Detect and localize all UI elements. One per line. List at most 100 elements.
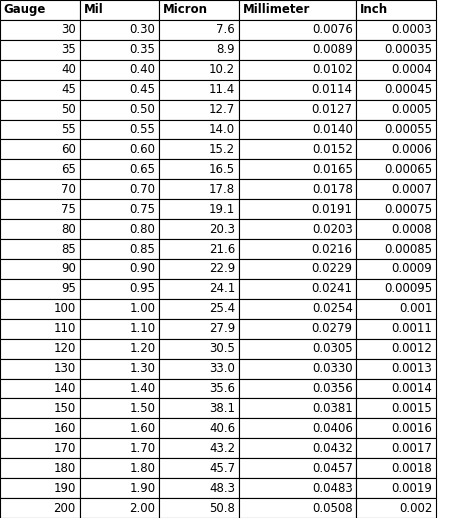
Bar — [159, 458, 239, 478]
Text: 50: 50 — [61, 103, 76, 116]
Text: 11.4: 11.4 — [209, 83, 235, 96]
Bar — [356, 219, 436, 239]
Bar — [356, 379, 436, 398]
Bar — [80, 259, 159, 279]
Bar — [239, 279, 356, 299]
Text: 0.0114: 0.0114 — [312, 83, 353, 96]
Text: 0.60: 0.60 — [129, 143, 155, 156]
Bar — [239, 319, 356, 339]
Text: 140: 140 — [54, 382, 76, 395]
Bar — [159, 478, 239, 498]
Bar — [356, 0, 436, 20]
Bar — [80, 458, 159, 478]
Text: 0.0006: 0.0006 — [392, 143, 432, 156]
Bar — [80, 99, 159, 120]
Bar — [239, 379, 356, 398]
Bar — [356, 239, 436, 259]
Text: 0.0016: 0.0016 — [392, 422, 432, 435]
Bar — [159, 379, 239, 398]
Text: Inch: Inch — [360, 4, 388, 17]
Text: 0.35: 0.35 — [129, 44, 155, 56]
Text: 0.0140: 0.0140 — [312, 123, 353, 136]
Bar — [80, 80, 159, 99]
Text: 1.80: 1.80 — [129, 462, 155, 474]
Bar — [0, 239, 80, 259]
Text: 1.50: 1.50 — [129, 402, 155, 415]
Bar — [0, 199, 80, 219]
Text: 0.0432: 0.0432 — [312, 442, 353, 455]
Bar — [239, 478, 356, 498]
Bar — [0, 358, 80, 379]
Text: 30: 30 — [61, 23, 76, 36]
Text: 20.3: 20.3 — [209, 223, 235, 236]
Text: 0.70: 0.70 — [129, 183, 155, 196]
Text: 0.0008: 0.0008 — [392, 223, 432, 236]
Text: 110: 110 — [54, 322, 76, 335]
Text: 0.0127: 0.0127 — [312, 103, 353, 116]
Text: 40.6: 40.6 — [209, 422, 235, 435]
Text: 25.4: 25.4 — [209, 303, 235, 315]
Bar — [80, 398, 159, 419]
Bar — [239, 438, 356, 458]
Text: 12.7: 12.7 — [209, 103, 235, 116]
Bar — [356, 179, 436, 199]
Text: 0.0014: 0.0014 — [392, 382, 432, 395]
Text: 0.0305: 0.0305 — [312, 342, 353, 355]
Text: 120: 120 — [54, 342, 76, 355]
Text: 190: 190 — [54, 482, 76, 495]
Bar — [356, 160, 436, 179]
Bar — [80, 60, 159, 80]
Text: 0.0102: 0.0102 — [312, 63, 353, 76]
Bar — [239, 339, 356, 358]
Text: 0.0330: 0.0330 — [312, 362, 353, 375]
Bar — [0, 99, 80, 120]
Bar — [0, 339, 80, 358]
Text: 130: 130 — [54, 362, 76, 375]
Text: 1.70: 1.70 — [129, 442, 155, 455]
Bar — [80, 478, 159, 498]
Text: 0.50: 0.50 — [129, 103, 155, 116]
Bar — [239, 160, 356, 179]
Text: Gauge: Gauge — [4, 4, 46, 17]
Bar — [239, 99, 356, 120]
Text: 8.9: 8.9 — [217, 44, 235, 56]
Bar — [356, 339, 436, 358]
Bar — [159, 319, 239, 339]
Bar — [0, 319, 80, 339]
Bar — [239, 60, 356, 80]
Text: 0.00065: 0.00065 — [384, 163, 432, 176]
Text: 0.75: 0.75 — [129, 203, 155, 215]
Bar — [159, 160, 239, 179]
Text: 0.00055: 0.00055 — [384, 123, 432, 136]
Text: 160: 160 — [54, 422, 76, 435]
Text: 0.0241: 0.0241 — [312, 282, 353, 295]
Text: 55: 55 — [61, 123, 76, 136]
Text: 0.002: 0.002 — [399, 501, 432, 514]
Text: 0.40: 0.40 — [129, 63, 155, 76]
Bar — [239, 40, 356, 60]
Bar — [0, 299, 80, 319]
Text: 0.0191: 0.0191 — [312, 203, 353, 215]
Bar — [159, 239, 239, 259]
Bar — [239, 199, 356, 219]
Bar — [80, 199, 159, 219]
Text: 15.2: 15.2 — [209, 143, 235, 156]
Bar — [239, 358, 356, 379]
Text: 0.0003: 0.0003 — [392, 23, 432, 36]
Text: 0.001: 0.001 — [399, 303, 432, 315]
Bar — [159, 199, 239, 219]
Text: 95: 95 — [61, 282, 76, 295]
Bar — [0, 120, 80, 139]
Text: 0.55: 0.55 — [129, 123, 155, 136]
Bar — [0, 179, 80, 199]
Bar — [0, 438, 80, 458]
Text: 19.1: 19.1 — [209, 203, 235, 215]
Text: 0.0015: 0.0015 — [392, 402, 432, 415]
Text: 150: 150 — [54, 402, 76, 415]
Text: 0.80: 0.80 — [129, 223, 155, 236]
Text: 45.7: 45.7 — [209, 462, 235, 474]
Text: 0.95: 0.95 — [129, 282, 155, 295]
Text: 30.5: 30.5 — [209, 342, 235, 355]
Text: 0.0178: 0.0178 — [312, 183, 353, 196]
Bar — [0, 279, 80, 299]
